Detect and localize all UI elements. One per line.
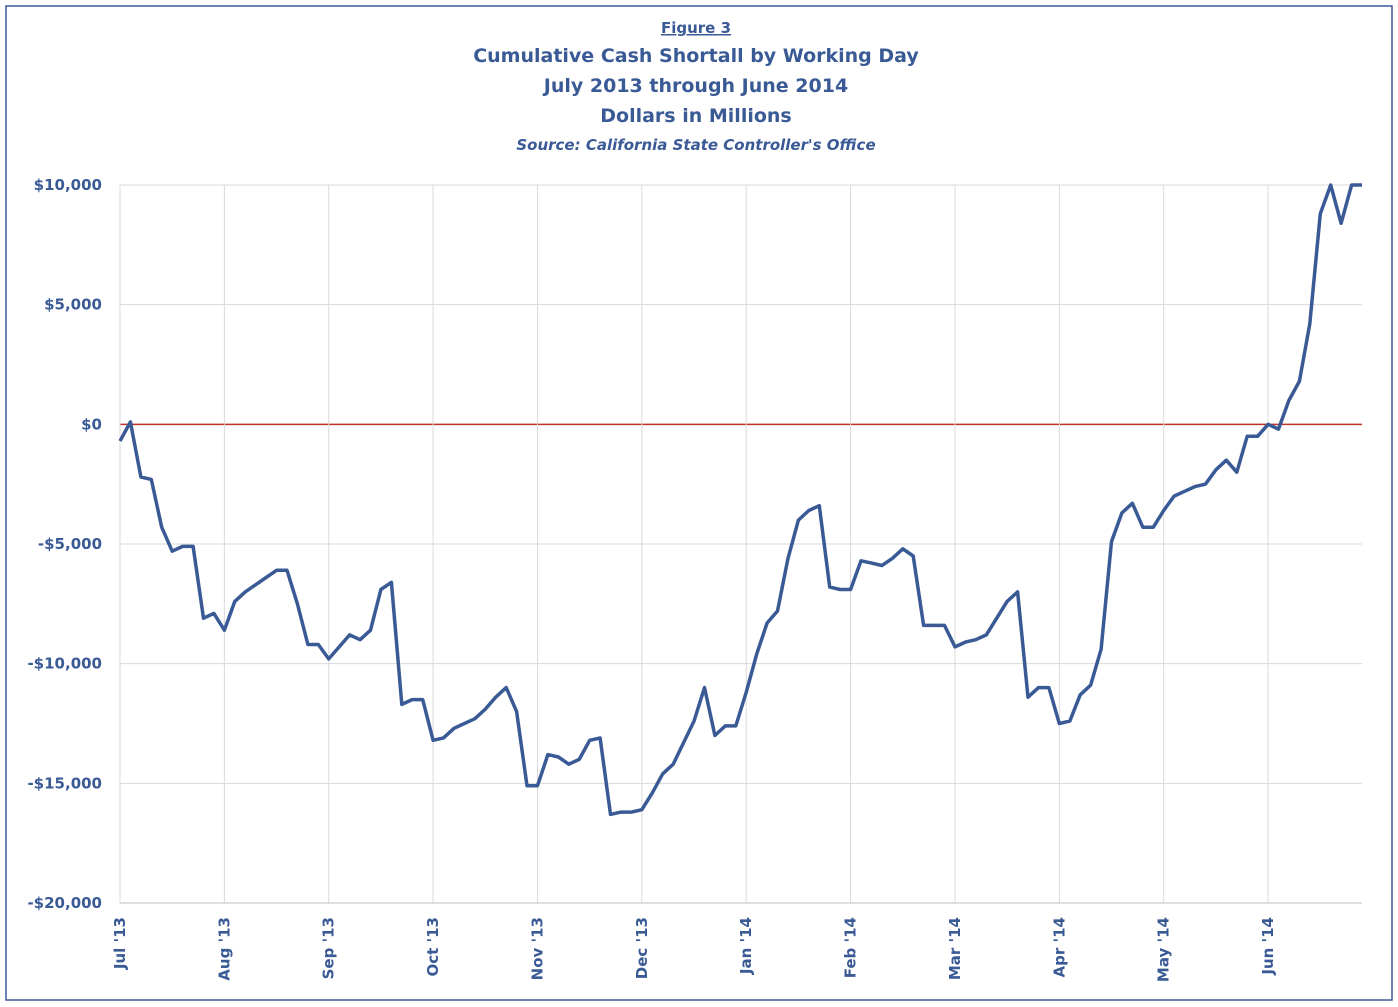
x-tick-label: Jan '14 — [737, 917, 755, 975]
x-tick-label: Sep '13 — [320, 917, 338, 979]
y-tick-label: $5,000 — [44, 296, 102, 314]
line-series — [118, 183, 1362, 817]
frame — [5, 5, 1393, 1001]
x-tick-label: Jun '14 — [1259, 917, 1277, 976]
chart-title: Cumulative Cash Shortall by Working Day — [473, 45, 919, 67]
source: Source: California State Controller's Of… — [516, 136, 875, 154]
y-tick-label: -$20,000 — [27, 894, 102, 912]
x-tick-label: May '14 — [1155, 917, 1173, 982]
x-tick-label: Aug '13 — [215, 917, 233, 981]
y-tick-label: -$10,000 — [27, 655, 102, 673]
x-tick-label: Jul '13 — [111, 917, 129, 970]
y-tick-label: -$5,000 — [38, 535, 102, 553]
x-tick-label: Dec '13 — [633, 917, 651, 979]
figure-label: Figure 3 — [661, 19, 731, 37]
chart-subtitle: July 2013 through June 2014 — [542, 75, 848, 97]
x-tick-label: Nov '13 — [528, 917, 546, 980]
y-tick-label: -$15,000 — [27, 774, 102, 792]
y-tick-label: $10,000 — [34, 176, 102, 194]
x-tick-label: Mar '14 — [946, 917, 964, 980]
x-tick-label: Oct '13 — [424, 917, 442, 977]
x-tick-label: Apr '14 — [1050, 917, 1068, 977]
units-label: Dollars in Millions — [600, 105, 791, 127]
y-tick-label: $0 — [81, 415, 102, 433]
x-tick-label: Feb '14 — [842, 917, 860, 978]
